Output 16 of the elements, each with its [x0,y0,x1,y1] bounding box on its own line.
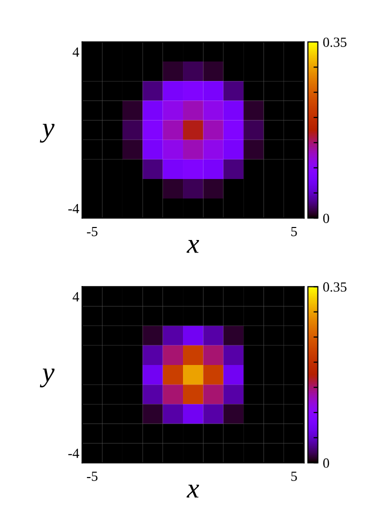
color-bar-label: 0.35 [323,282,346,292]
color-bar-label: 0 [323,458,330,468]
y-tick-label: 4 [72,47,80,57]
x-tick-label: 5 [291,472,297,481]
x-tick-label: 5 [291,226,297,236]
x-axis-title: x [186,240,200,253]
y-axis-title: y [40,368,55,388]
y-tick-label: 4 [72,292,80,302]
y-tick-label: -4 [68,448,80,458]
x-axis-title: x [186,484,200,498]
color-bar-label: 0 [323,214,330,224]
x-tick-label: -5 [86,226,98,236]
y-axis-title: y [40,124,55,143]
color-bar-label: 0.35 [323,38,346,47]
x-tick-label: -5 [86,472,98,481]
y-tick-label: -4 [68,204,80,214]
